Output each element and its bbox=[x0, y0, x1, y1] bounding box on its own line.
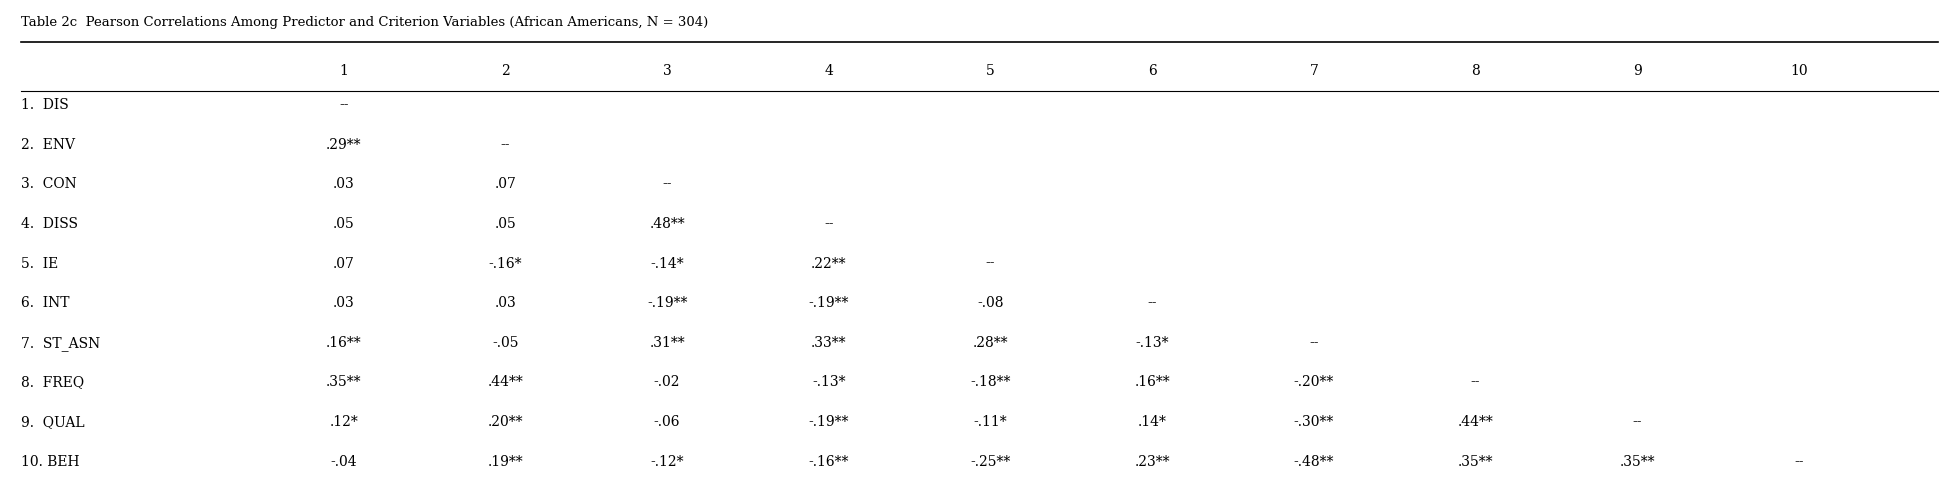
Text: .48**: .48** bbox=[648, 217, 686, 231]
Text: 9: 9 bbox=[1634, 64, 1642, 78]
Text: .35**: .35** bbox=[1457, 454, 1493, 469]
Text: -.06: -.06 bbox=[654, 415, 680, 429]
Text: 7: 7 bbox=[1309, 64, 1318, 78]
Text: Table 2c  Pearson Correlations Among Predictor and Criterion Variables (African : Table 2c Pearson Correlations Among Pred… bbox=[22, 16, 709, 29]
Text: --: -- bbox=[502, 138, 509, 152]
Text: --: -- bbox=[825, 217, 833, 231]
Text: .14*: .14* bbox=[1138, 415, 1168, 429]
Text: --: -- bbox=[1794, 454, 1804, 469]
Text: 3.  CON: 3. CON bbox=[22, 177, 76, 191]
Text: 5.  IE: 5. IE bbox=[22, 257, 59, 271]
Text: -.16**: -.16** bbox=[809, 454, 848, 469]
Text: -.48**: -.48** bbox=[1293, 454, 1334, 469]
Text: --: -- bbox=[985, 257, 995, 271]
Text: --: -- bbox=[1471, 375, 1481, 389]
Text: -.13*: -.13* bbox=[813, 375, 846, 389]
Text: .31**: .31** bbox=[648, 336, 686, 350]
Text: .35**: .35** bbox=[325, 375, 362, 389]
Text: -.18**: -.18** bbox=[970, 375, 1011, 389]
Text: --: -- bbox=[1632, 415, 1642, 429]
Text: .05: .05 bbox=[494, 217, 517, 231]
Text: 7.  ST_ASN: 7. ST_ASN bbox=[22, 336, 100, 351]
Text: -.25**: -.25** bbox=[970, 454, 1011, 469]
Text: .20**: .20** bbox=[488, 415, 523, 429]
Text: -.16*: -.16* bbox=[488, 257, 523, 271]
Text: -.04: -.04 bbox=[331, 454, 357, 469]
Text: .05: .05 bbox=[333, 217, 355, 231]
Text: -.05: -.05 bbox=[492, 336, 519, 350]
Text: -.14*: -.14* bbox=[650, 257, 684, 271]
Text: .33**: .33** bbox=[811, 336, 846, 350]
Text: -.13*: -.13* bbox=[1136, 336, 1170, 350]
Text: 4.  DISS: 4. DISS bbox=[22, 217, 78, 231]
Text: 1: 1 bbox=[339, 64, 349, 78]
Text: 10: 10 bbox=[1791, 64, 1808, 78]
Text: 4: 4 bbox=[825, 64, 833, 78]
Text: .16**: .16** bbox=[325, 336, 362, 350]
Text: .19**: .19** bbox=[488, 454, 523, 469]
Text: -.19**: -.19** bbox=[809, 296, 848, 310]
Text: .28**: .28** bbox=[974, 336, 1009, 350]
Text: --: -- bbox=[339, 98, 349, 112]
Text: -.20**: -.20** bbox=[1293, 375, 1334, 389]
Text: .03: .03 bbox=[333, 296, 355, 310]
Text: .03: .03 bbox=[333, 177, 355, 191]
Text: -.19**: -.19** bbox=[809, 415, 848, 429]
Text: .35**: .35** bbox=[1620, 454, 1655, 469]
Text: 1.  DIS: 1. DIS bbox=[22, 98, 69, 112]
Text: .07: .07 bbox=[494, 177, 517, 191]
Text: --: -- bbox=[662, 177, 672, 191]
Text: 3: 3 bbox=[662, 64, 672, 78]
Text: .29**: .29** bbox=[325, 138, 362, 152]
Text: .07: .07 bbox=[333, 257, 355, 271]
Text: -.02: -.02 bbox=[654, 375, 680, 389]
Text: 8: 8 bbox=[1471, 64, 1479, 78]
Text: 2.  ENV: 2. ENV bbox=[22, 138, 74, 152]
Text: -.19**: -.19** bbox=[646, 296, 688, 310]
Text: .03: .03 bbox=[494, 296, 517, 310]
Text: .23**: .23** bbox=[1134, 454, 1170, 469]
Text: 6: 6 bbox=[1148, 64, 1156, 78]
Text: -.11*: -.11* bbox=[974, 415, 1007, 429]
Text: 9.  QUAL: 9. QUAL bbox=[22, 415, 84, 429]
Text: --: -- bbox=[1309, 336, 1318, 350]
Text: -.30**: -.30** bbox=[1293, 415, 1334, 429]
Text: 5: 5 bbox=[985, 64, 995, 78]
Text: .22**: .22** bbox=[811, 257, 846, 271]
Text: 2: 2 bbox=[502, 64, 509, 78]
Text: 6.  INT: 6. INT bbox=[22, 296, 69, 310]
Text: .16**: .16** bbox=[1134, 375, 1170, 389]
Text: .44**: .44** bbox=[1457, 415, 1493, 429]
Text: 8.  FREQ: 8. FREQ bbox=[22, 375, 84, 389]
Text: .44**: .44** bbox=[488, 375, 523, 389]
Text: -.12*: -.12* bbox=[650, 454, 684, 469]
Text: -.08: -.08 bbox=[978, 296, 1003, 310]
Text: .12*: .12* bbox=[329, 415, 358, 429]
Text: --: -- bbox=[1148, 296, 1158, 310]
Text: 10. BEH: 10. BEH bbox=[22, 454, 80, 469]
